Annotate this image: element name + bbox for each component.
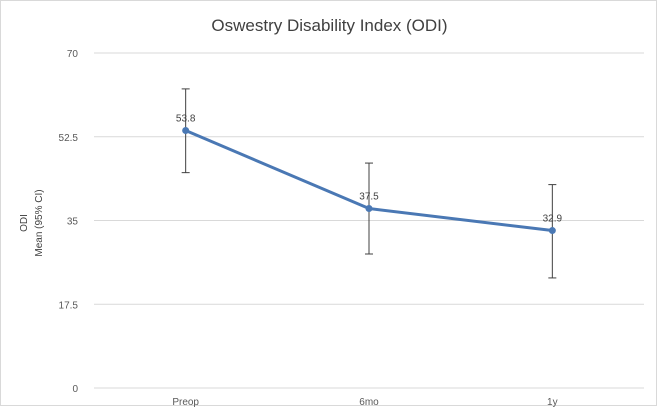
data-point (548, 227, 556, 235)
y-tick-label: 17.5 (59, 300, 79, 311)
y-tick-label: 70 (67, 49, 79, 60)
data-point (365, 205, 373, 213)
y-tick-label: 52.5 (59, 133, 79, 144)
data-label: 37.5 (359, 192, 379, 203)
y-axis-label: ODI (19, 214, 30, 232)
data-label: 32.9 (543, 214, 563, 225)
x-tick-label: 1y (547, 397, 558, 407)
data-point (182, 127, 190, 135)
y-axis-label: Mean (95% CI) (34, 189, 45, 256)
y-tick-label: 35 (67, 217, 79, 228)
x-tick-label: 6mo (359, 397, 379, 407)
chart-title: Oswestry Disability Index (ODI) (211, 16, 448, 35)
y-tick-label: 0 (72, 384, 78, 395)
data-label: 53.8 (176, 114, 196, 125)
x-tick-label: Preop (172, 397, 199, 407)
